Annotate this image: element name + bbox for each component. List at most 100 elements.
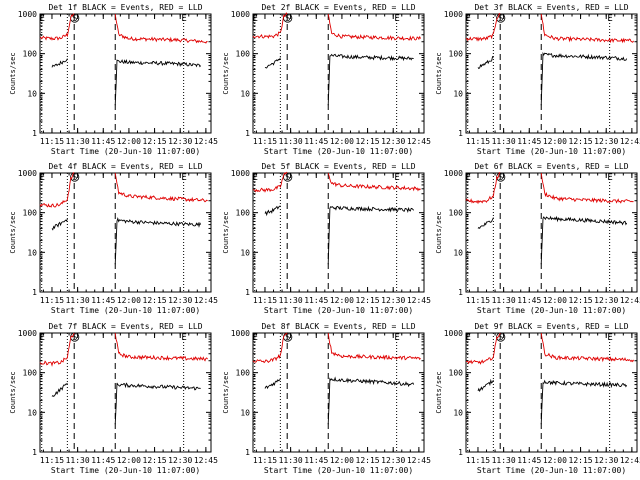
- y-tick-label: 1: [245, 288, 250, 297]
- marker-label: S: [498, 333, 503, 343]
- x-tick-label: 11:15: [466, 456, 490, 465]
- lld-series-line: [540, 172, 634, 204]
- chart-title: Det 5f BLACK = Events, RED = LLD: [261, 162, 415, 171]
- y-tick-label: 100: [23, 209, 38, 218]
- chart-panel-5: Det 5f BLACK = Events, RED = LLD 1 10 100 10…: [222, 162, 431, 315]
- marker-label: S: [285, 14, 290, 24]
- chart-title: Det 1f BLACK = Events, RED = LLD: [48, 3, 202, 12]
- x-tick-label: 11:45: [517, 456, 541, 465]
- lld-series-line: [540, 13, 634, 44]
- y-tick-label: 1: [32, 129, 37, 138]
- events-series-line: [327, 205, 415, 265]
- lld-series-line: [252, 332, 288, 364]
- y-tick-label: 1000: [18, 329, 37, 338]
- x-tick-label: 11:30: [279, 456, 303, 465]
- y-tick-label: 10: [240, 248, 250, 257]
- x-tick-label: 11:45: [91, 296, 115, 305]
- x-tick-label: 12:45: [620, 296, 640, 305]
- events-series-line: [264, 378, 281, 390]
- marker-label: E: [394, 333, 399, 343]
- marker-label: E: [465, 333, 470, 343]
- x-tick-label: 11:45: [517, 137, 541, 146]
- x-tick-label: 11:15: [253, 137, 277, 146]
- y-axis-label: Counts/sec: [222, 211, 230, 253]
- x-tick-label: 11:30: [66, 137, 90, 146]
- x-tick-label: 12:45: [407, 296, 431, 305]
- events-series-line: [51, 382, 68, 397]
- x-tick-label: 11:30: [66, 296, 90, 305]
- x-axis-label: Start Time (20-Jun-10 11:07:00): [51, 147, 200, 156]
- y-tick-label: 10: [27, 89, 37, 98]
- marker-label: E: [252, 333, 257, 343]
- x-tick-label: 11:15: [466, 137, 490, 146]
- plot-frame: [465, 172, 638, 293]
- x-tick-label: 11:30: [492, 137, 516, 146]
- y-tick-label: 100: [449, 209, 464, 218]
- x-axis-label: Start Time (20-Jun-10 11:07:00): [51, 466, 200, 475]
- x-tick-label: 11:15: [40, 296, 64, 305]
- events-series-line: [327, 53, 414, 106]
- x-tick-label: 11:30: [279, 296, 303, 305]
- y-axis-label: Counts/sec: [435, 52, 443, 94]
- chart-panel-2: Det 2f BLACK = Events, RED = LLD 1 10 100 10…: [222, 3, 431, 156]
- marker-label: E: [39, 173, 44, 183]
- y-tick-label: 1000: [18, 169, 37, 178]
- marker-label: S: [498, 14, 503, 24]
- lld-series-line: [465, 332, 501, 365]
- chart-panel-7: Det 7f BLACK = Events, RED = LLD 1 10 100 10…: [9, 322, 218, 475]
- marker-label: S: [285, 173, 290, 183]
- y-tick-label: 10: [27, 408, 37, 417]
- chart-title: Det 8f BLACK = Events, RED = LLD: [261, 322, 415, 331]
- marker-label: E: [181, 173, 186, 183]
- x-tick-label: 12:15: [569, 456, 593, 465]
- marker-label: E: [607, 333, 612, 343]
- x-tick-label: 12:45: [194, 137, 218, 146]
- lld-series-line: [39, 332, 75, 367]
- x-axis-label: Start Time (20-Jun-10 11:07:00): [477, 466, 626, 475]
- marker-label: E: [607, 173, 612, 183]
- y-tick-label: 100: [449, 50, 464, 59]
- marker-label: E: [252, 14, 257, 24]
- marker-label: E: [252, 173, 257, 183]
- events-series-line: [540, 379, 628, 425]
- plot-frame: [252, 13, 425, 134]
- x-tick-label: 12:00: [117, 296, 141, 305]
- x-tick-label: 12:45: [407, 456, 431, 465]
- x-axis-label: Start Time (20-Jun-10 11:07:00): [264, 466, 413, 475]
- y-tick-label: 1: [32, 288, 37, 297]
- events-series-line: [114, 59, 202, 106]
- x-axis-label: Start Time (20-Jun-10 11:07:00): [477, 306, 626, 315]
- marker-label: E: [39, 14, 44, 24]
- lld-series-line: [114, 332, 208, 362]
- events-series-line: [114, 382, 201, 425]
- x-tick-label: 12:30: [381, 456, 405, 465]
- events-series-line: [264, 57, 281, 69]
- chart-panel-1: Det 1f BLACK = Events, RED = LLD 1 10 100 10…: [9, 3, 218, 156]
- x-tick-label: 11:45: [91, 137, 115, 146]
- events-series-line: [540, 215, 628, 265]
- marker-label: E: [39, 333, 44, 343]
- chart-title: Det 4f BLACK = Events, RED = LLD: [48, 162, 202, 171]
- lld-series-line: [327, 172, 421, 192]
- x-tick-label: 12:30: [594, 137, 618, 146]
- x-tick-label: 12:15: [356, 137, 380, 146]
- chart-panel-3: Det 3f BLACK = Events, RED = LLD 1 10 100 10…: [435, 3, 640, 156]
- marker-label: S: [498, 173, 503, 183]
- y-tick-label: 1000: [231, 169, 250, 178]
- marker-label: E: [465, 173, 470, 183]
- events-series-line: [477, 378, 494, 393]
- marker-label: S: [72, 14, 77, 24]
- lld-series-line: [465, 12, 501, 42]
- y-axis-label: Counts/sec: [435, 371, 443, 413]
- lld-series-line: [252, 12, 288, 39]
- y-tick-label: 100: [236, 209, 251, 218]
- lld-series-line: [114, 13, 208, 44]
- y-tick-label: 1: [458, 129, 463, 138]
- plot-frame: [465, 332, 638, 453]
- lld-series-line: [540, 332, 634, 363]
- y-axis-label: Counts/sec: [9, 52, 17, 94]
- x-axis-label: Start Time (20-Jun-10 11:07:00): [51, 306, 200, 315]
- lld-series-line: [39, 172, 75, 208]
- y-tick-label: 1: [458, 288, 463, 297]
